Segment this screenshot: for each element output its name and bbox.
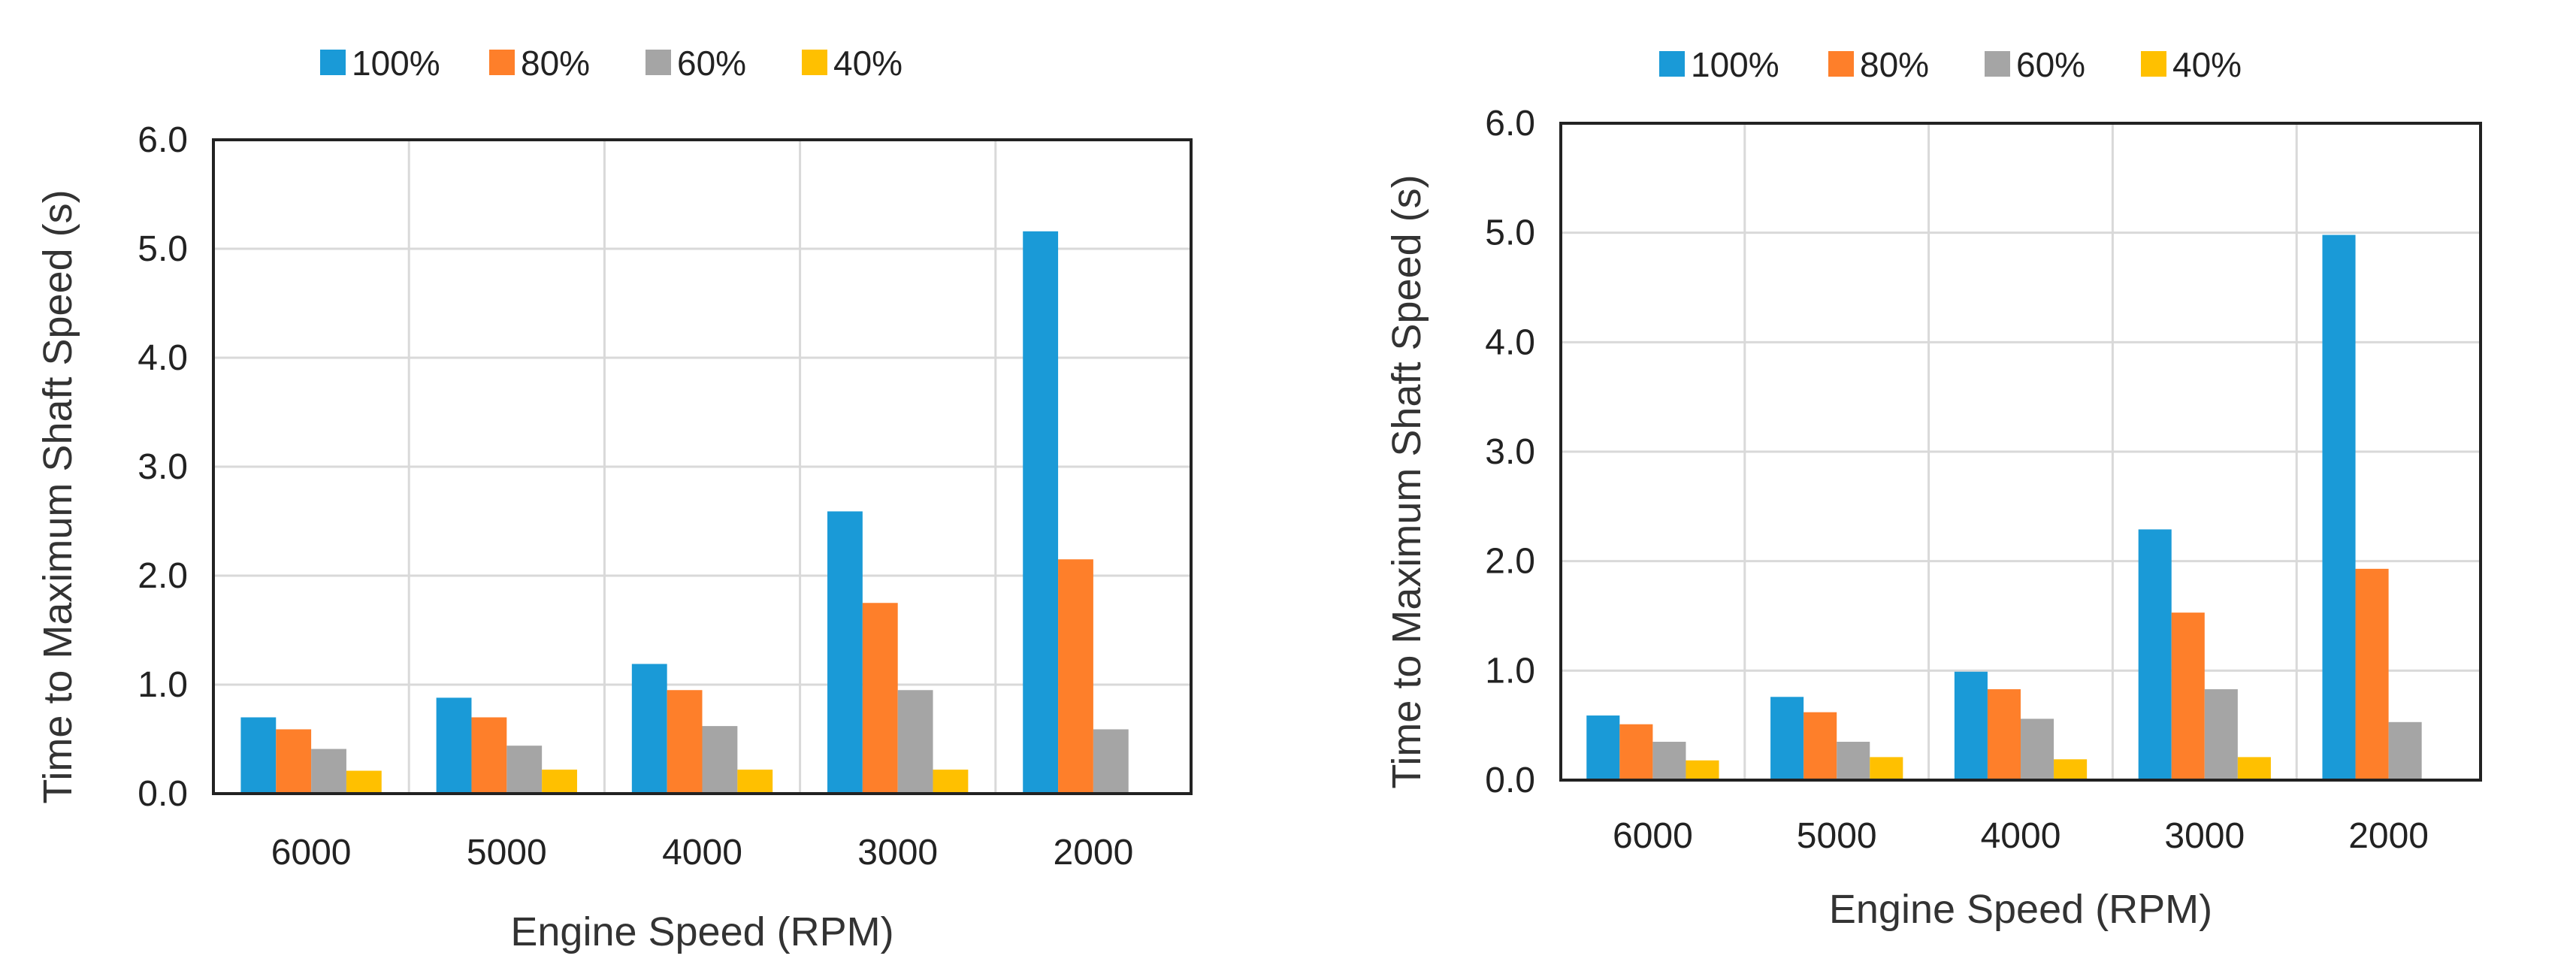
legend: 100% 80% 60% 40% <box>1659 45 2242 84</box>
bar-100pct-3000 <box>2138 529 2172 780</box>
bar-80pct-5000 <box>1804 712 1837 780</box>
bar-100pct-3000 <box>827 511 863 794</box>
bar-40pct-6000 <box>346 770 382 794</box>
legend-swatch <box>489 50 515 75</box>
bar-60pct-6000 <box>311 749 346 794</box>
x-tick-label: 4000 <box>1981 816 2061 856</box>
plot-frame <box>212 138 1193 795</box>
bar-80pct-4000 <box>667 690 703 794</box>
x-tick-label: 6000 <box>271 833 352 873</box>
legend-label: 60% <box>677 44 746 83</box>
bar-80pct-2000 <box>1058 559 1093 794</box>
y-tick-label: 1.0 <box>138 665 188 705</box>
bar-80pct-5000 <box>471 717 507 794</box>
bar-40pct-3000 <box>2237 757 2271 780</box>
y-tick-label: 5.0 <box>1485 213 1535 253</box>
legend-swatch <box>2141 51 2166 77</box>
bar-40pct-4000 <box>2054 759 2088 780</box>
bar-80pct-6000 <box>1619 724 1653 780</box>
bar-100pct-4000 <box>1954 671 1988 780</box>
bar-100pct-4000 <box>631 664 667 794</box>
legend-label: 40% <box>2172 45 2242 84</box>
x-tick-label: 6000 <box>1613 816 1693 856</box>
x-tick-label: 5000 <box>1797 816 1877 856</box>
legend-label: 100% <box>352 44 440 83</box>
y-tick-label: 2.0 <box>138 556 188 596</box>
y-tick-label: 0.0 <box>1485 761 1535 800</box>
x-tick-label: 3000 <box>2164 816 2245 856</box>
legend-swatch <box>1828 51 1854 77</box>
bar-60pct-2000 <box>1093 729 1129 794</box>
bar-100pct-2000 <box>1023 231 1059 794</box>
y-tick-label: 6.0 <box>138 120 188 160</box>
bar-80pct-2000 <box>2355 568 2389 780</box>
bar-100pct-2000 <box>2322 234 2356 781</box>
bar-60pct-4000 <box>2021 718 2054 780</box>
y-tick-label: 4.0 <box>1485 322 1535 362</box>
x-tick-label: 3000 <box>857 833 938 873</box>
bar-60pct-4000 <box>702 726 738 794</box>
bar-100pct-5000 <box>436 697 472 794</box>
legend-swatch <box>320 50 346 75</box>
bar-100pct-5000 <box>1770 697 1804 780</box>
bar-60pct-6000 <box>1652 742 1686 780</box>
chart-1: 0.0 1.0 2.0 3.0 4.0 5.0 6.0 6000 5000 4000 3000 200… <box>35 44 1193 954</box>
legend-label: 80% <box>1860 45 1929 84</box>
plot-frame <box>1559 122 2482 782</box>
bar-60pct-2000 <box>2388 721 2422 780</box>
bar-80pct-4000 <box>1987 689 2021 780</box>
legend-label: 40% <box>833 44 903 83</box>
y-tick-label: 2.0 <box>1485 542 1535 582</box>
y-tick-label: 6.0 <box>1485 104 1535 144</box>
bar-40pct-5000 <box>542 770 577 794</box>
y-axis-title: Time to Maximum Shaft Speed (s) <box>35 189 80 803</box>
bar-60pct-3000 <box>2204 689 2238 780</box>
legend-swatch <box>1985 51 2010 77</box>
chart-2: 0.0 1.0 2.0 3.0 4.0 5.0 6.0 6000 5000 4000 3000 200… <box>1384 45 2482 932</box>
bar-40pct-6000 <box>1686 760 1719 780</box>
y-tick-label: 4.0 <box>138 338 188 378</box>
legend-label: 80% <box>521 44 590 83</box>
x-tick-label: 2000 <box>1054 833 1134 873</box>
y-tick-label: 1.0 <box>1485 651 1535 691</box>
bar-60pct-5000 <box>1837 742 1870 780</box>
y-axis-title: Time to Maximum Shaft Speed (s) <box>1384 174 1429 788</box>
legend-label: 60% <box>2016 45 2085 84</box>
legend: 100% 80% 60% 40% <box>320 44 903 83</box>
legend-swatch <box>802 50 827 75</box>
bar-80pct-3000 <box>862 603 898 794</box>
y-tick-label: 0.0 <box>138 774 188 814</box>
y-tick-label: 3.0 <box>1485 432 1535 472</box>
y-tick-label: 5.0 <box>138 229 188 269</box>
legend-swatch <box>1659 51 1685 77</box>
bar-40pct-3000 <box>933 770 969 794</box>
bar-40pct-5000 <box>1870 757 1903 780</box>
legend-swatch <box>646 50 671 75</box>
y-tick-label: 3.0 <box>138 447 188 487</box>
x-tick-label: 2000 <box>2348 816 2429 856</box>
x-axis-title: Engine Speed (RPM) <box>1829 887 2212 932</box>
bar-40pct-4000 <box>737 770 773 794</box>
bar-60pct-3000 <box>897 690 933 794</box>
x-axis-title: Engine Speed (RPM) <box>510 909 893 954</box>
bar-80pct-6000 <box>276 729 312 794</box>
legend-label: 100% <box>1691 45 1779 84</box>
bar-60pct-5000 <box>506 746 543 794</box>
x-tick-label: 4000 <box>662 833 742 873</box>
bar-80pct-3000 <box>2171 612 2205 780</box>
x-tick-label: 5000 <box>467 833 547 873</box>
bar-100pct-6000 <box>240 717 277 794</box>
bar-100pct-6000 <box>1586 715 1620 780</box>
